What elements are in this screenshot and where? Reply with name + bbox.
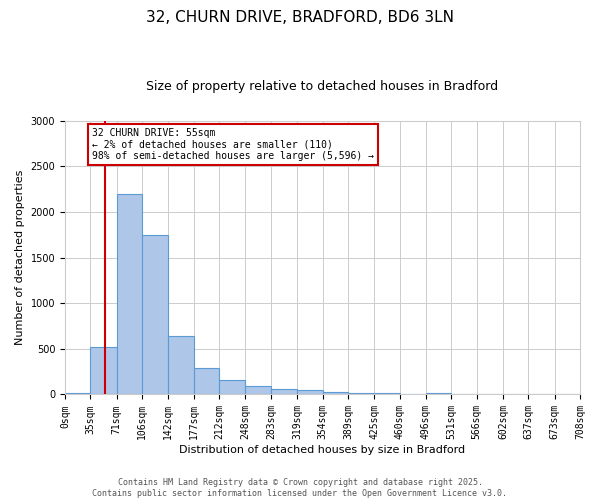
Bar (323, 392, 348, 394)
Bar (297, 390, 323, 394)
Bar (142, 234, 169, 394)
Bar (116, 194, 142, 394)
Text: Contains HM Land Registry data © Crown copyright and database right 2025.
Contai: Contains HM Land Registry data © Crown c… (92, 478, 508, 498)
Title: Size of property relative to detached houses in Bradford: Size of property relative to detached ho… (146, 80, 499, 93)
Bar (374, 393, 400, 394)
Bar (219, 380, 245, 394)
Bar (426, 392, 451, 394)
Bar (65, 392, 91, 394)
Bar (348, 392, 374, 394)
Bar (91, 347, 116, 395)
Text: 32 CHURN DRIVE: 55sqm
← 2% of detached houses are smaller (110)
98% of semi-deta: 32 CHURN DRIVE: 55sqm ← 2% of detached h… (92, 128, 374, 161)
Y-axis label: Number of detached properties: Number of detached properties (15, 170, 25, 345)
Bar (194, 368, 219, 394)
Text: 32, CHURN DRIVE, BRADFORD, BD6 3LN: 32, CHURN DRIVE, BRADFORD, BD6 3LN (146, 10, 454, 25)
Bar (245, 386, 271, 394)
X-axis label: Distribution of detached houses by size in Bradford: Distribution of detached houses by size … (179, 445, 466, 455)
Bar (169, 336, 194, 394)
Bar (271, 390, 297, 394)
